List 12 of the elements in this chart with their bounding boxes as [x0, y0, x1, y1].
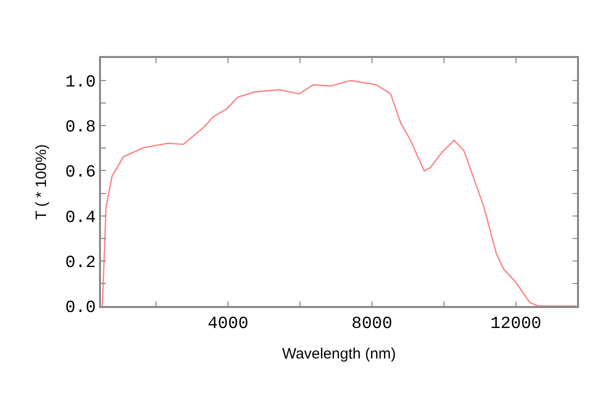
x-tick-label: 8000 — [352, 315, 392, 334]
y-tick-label: 0.4 — [65, 208, 96, 228]
x-tick-label: 12000 — [490, 315, 542, 334]
line-series — [102, 80, 577, 306]
x-axis-title: Wavelength (nm) — [282, 346, 396, 363]
y-tick-label: 1.0 — [65, 74, 96, 92]
y-tick-label: 0.6 — [65, 164, 96, 183]
y-axis-title: T ( * 100%) — [32, 144, 50, 220]
x-tick-label: 4000 — [208, 315, 248, 334]
y-tick-label: 0.0 — [65, 298, 96, 318]
y-tick-label: 0.8 — [65, 118, 96, 138]
y-tick-label: 0.2 — [65, 254, 96, 273]
